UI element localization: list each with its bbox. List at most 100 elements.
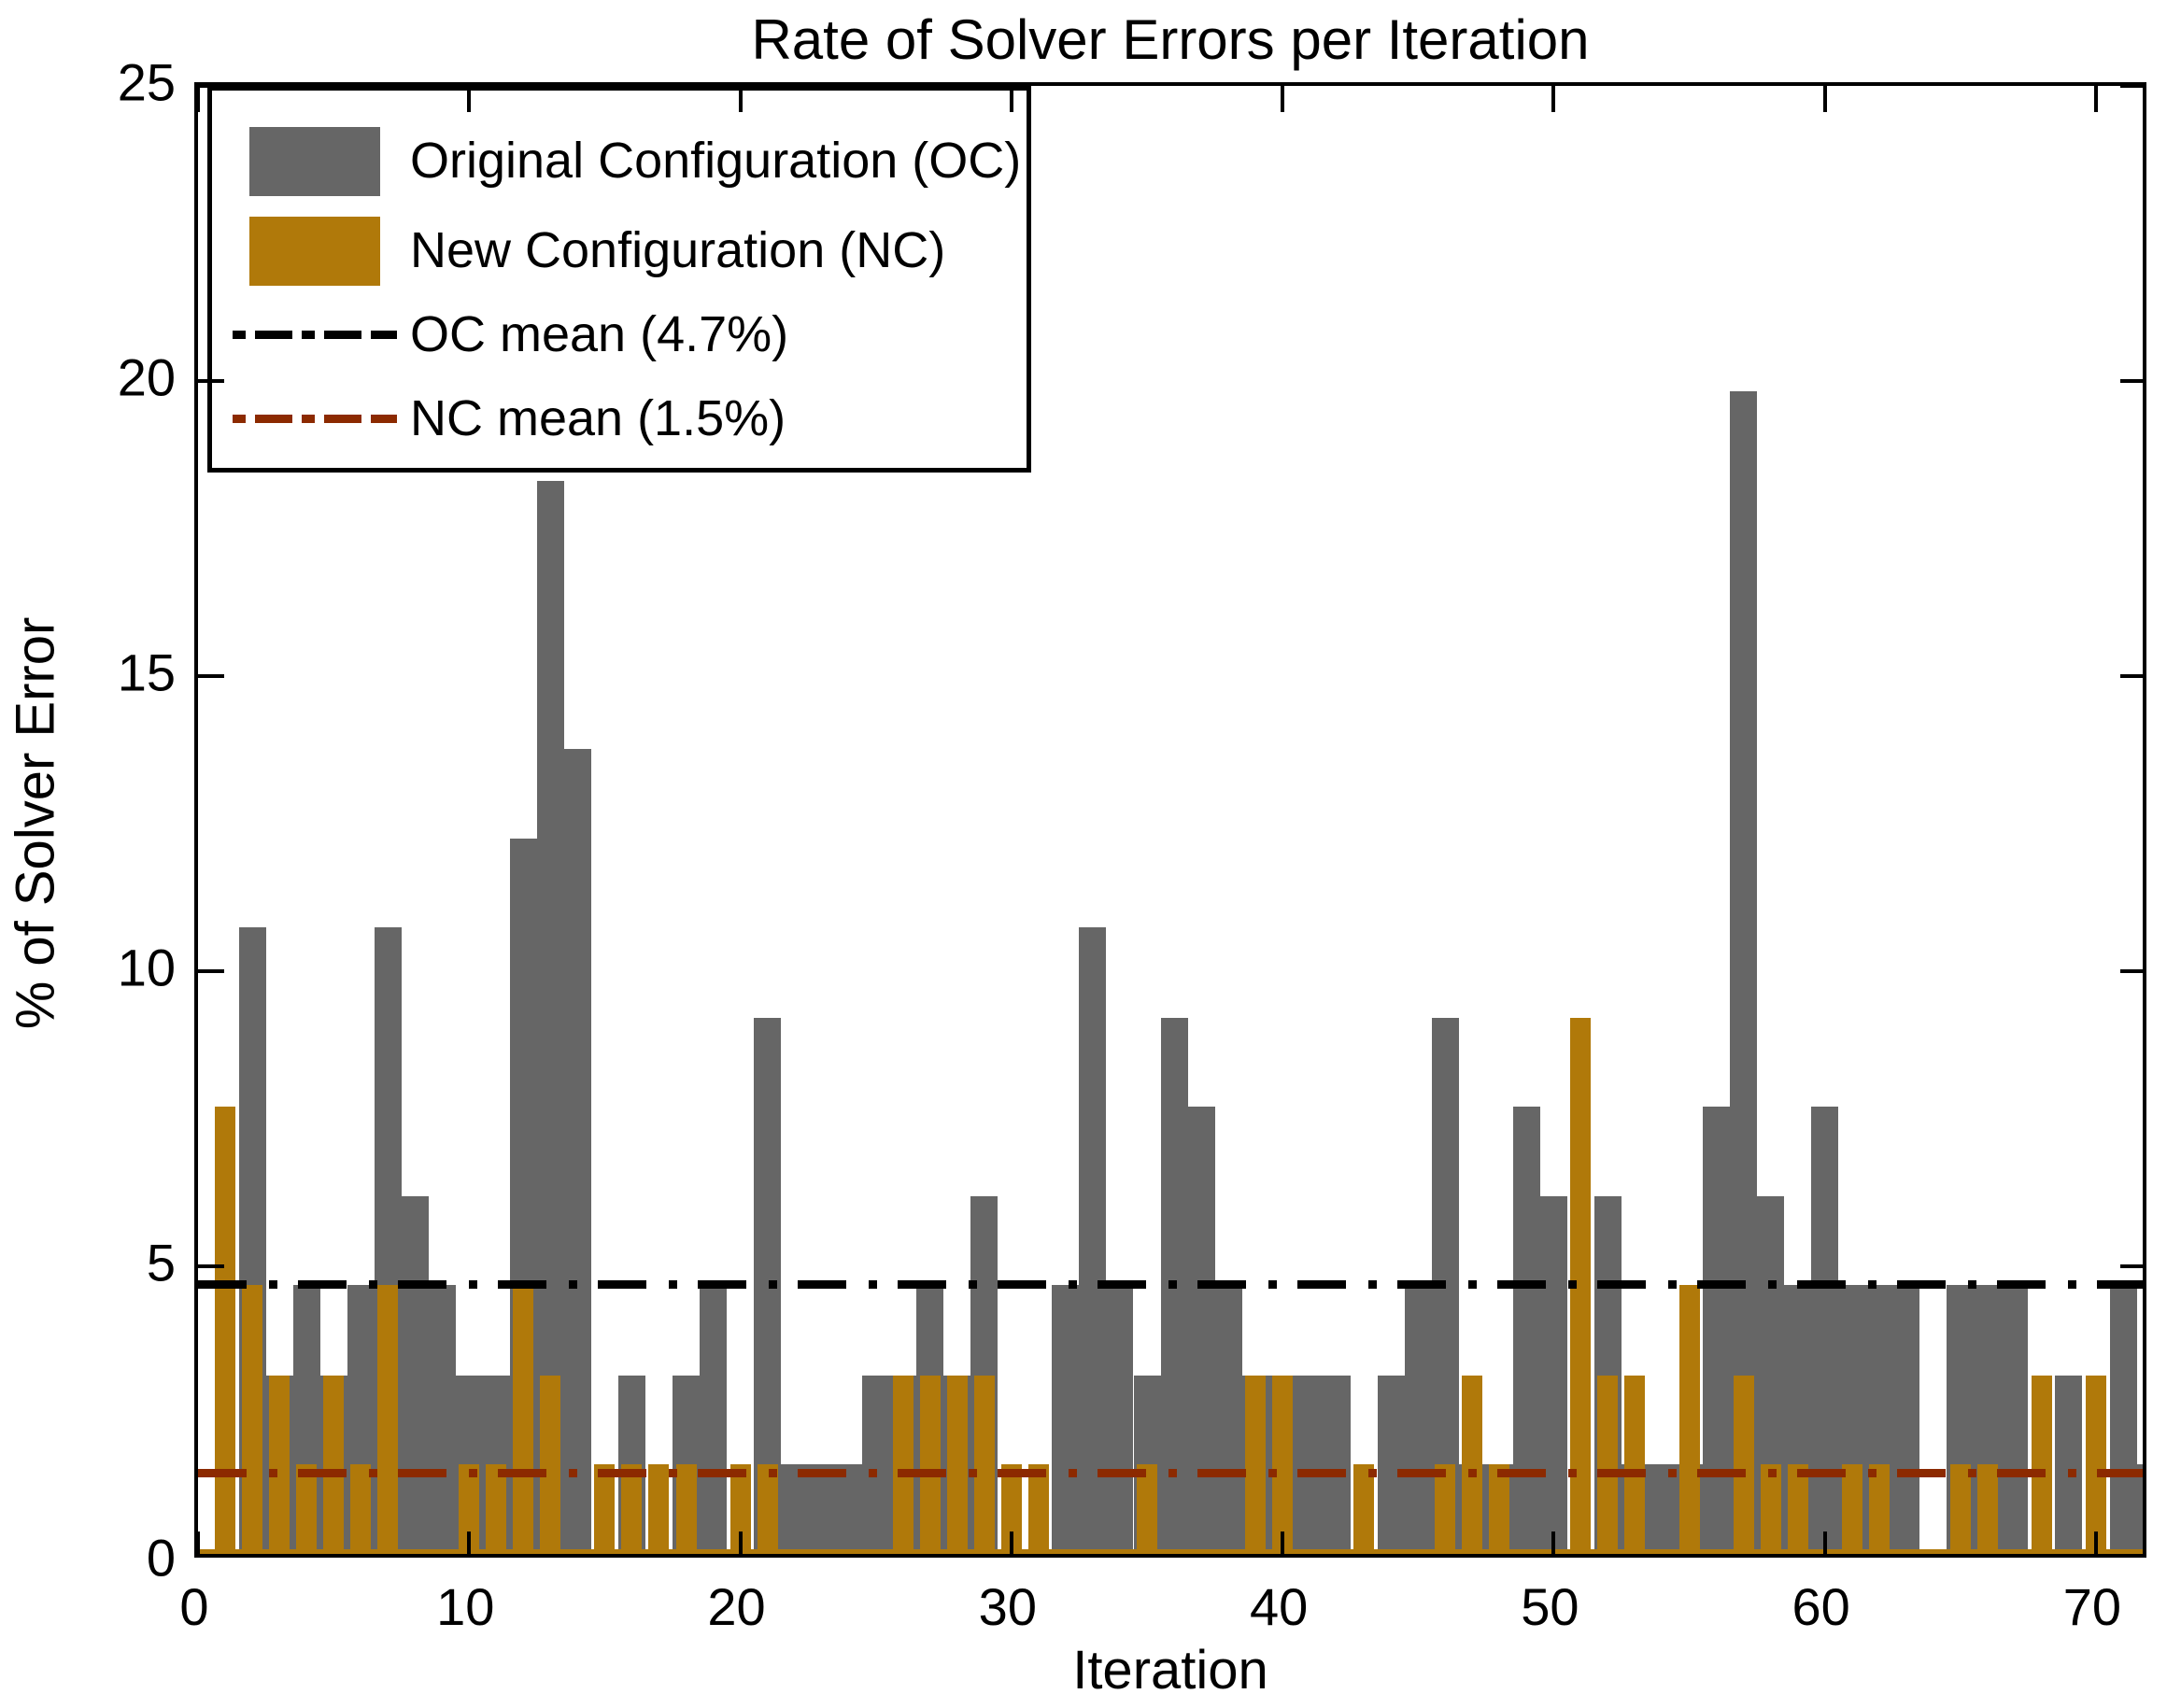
legend-label: Original Configuration (OC) (410, 133, 1022, 189)
axis-tick (198, 86, 224, 88)
nc-bar (594, 1463, 616, 1554)
nc-bar (621, 1463, 643, 1554)
oc-bar (428, 1285, 456, 1554)
y-tick-label: 5 (146, 1233, 176, 1292)
axis-tick (1281, 86, 1285, 112)
plot-area (194, 82, 2146, 1558)
legend-swatch-icon (249, 127, 380, 196)
nc-bar (648, 1463, 670, 1554)
x-axis-label: Iteration (1072, 1640, 1268, 1701)
oc-bar (1187, 1106, 1215, 1554)
oc-bar (1323, 1375, 1351, 1554)
y-tick-label: 15 (117, 642, 176, 702)
oc-bar (2001, 1285, 2029, 1554)
oc-bar (1811, 1106, 1839, 1554)
axis-tick (2120, 1264, 2143, 1268)
legend-swatch-icon (249, 217, 380, 286)
axis-tick (198, 379, 224, 383)
nc-bar (1949, 1463, 1971, 1554)
nc-bar (377, 1285, 399, 1554)
oc-bar (1892, 1285, 1920, 1554)
legend-box: Original Configuration (OC) New Configura… (207, 86, 1031, 473)
nc-bar (2085, 1375, 2106, 1554)
nc-bar (1245, 1375, 1267, 1554)
oc-mean-line (198, 1279, 2143, 1289)
nc-bar (675, 1463, 697, 1554)
oc-bar (1052, 1285, 1080, 1554)
nc-bar (1136, 1463, 1157, 1554)
oc-bar (700, 1285, 727, 1554)
nc-mean-line (198, 1468, 2143, 1477)
axis-tick (2120, 86, 2143, 88)
nc-bar (215, 1106, 236, 1554)
nc-bar (350, 1463, 372, 1554)
legend-label: New Configuration (NC) (410, 222, 946, 278)
nc-bar (1435, 1463, 1456, 1554)
nc-bar (1868, 1463, 1890, 1554)
nc-bar (486, 1463, 507, 1554)
oc-bar (1079, 927, 1107, 1554)
oc-bar (2055, 1375, 2083, 1554)
axis-tick (1822, 86, 1827, 112)
nc-bar (1272, 1375, 1294, 1554)
y-tick-label: 10 (117, 938, 176, 997)
y-tick-label: 25 (117, 52, 176, 112)
nc-bar (1733, 1375, 1754, 1554)
nc-bar (2031, 1375, 2052, 1554)
nc-bar (1000, 1463, 1022, 1554)
nc-bar (242, 1285, 263, 1554)
legend-line-sample-icon (233, 331, 401, 339)
oc-bar (2136, 1463, 2143, 1554)
oc-bar (1377, 1375, 1405, 1554)
axis-tick (1822, 1532, 1827, 1554)
oc-bar (1296, 1375, 1324, 1554)
oc-bar (1214, 1285, 1242, 1554)
legend-line-sample-icon (233, 415, 401, 423)
axis-tick (1281, 1532, 1285, 1554)
x-tick-label: 30 (978, 1577, 1037, 1636)
nc-bar (1597, 1375, 1619, 1554)
axis-tick (198, 674, 224, 678)
oc-bar (1404, 1285, 1432, 1554)
axis-tick (2120, 969, 2143, 973)
oc-bar (1730, 391, 1758, 1554)
nc-bar (1976, 1463, 1998, 1554)
axis-tick (198, 1532, 200, 1554)
nc-bar (1027, 1463, 1049, 1554)
x-tick-label: 40 (1249, 1577, 1309, 1636)
axis-tick (738, 1532, 743, 1554)
oc-bar (401, 1196, 429, 1554)
nc-bar (1841, 1463, 1862, 1554)
x-tick-label: 10 (436, 1577, 495, 1636)
axis-tick (1551, 1532, 1556, 1554)
axis-tick (738, 86, 743, 112)
nc-bar (1489, 1463, 1510, 1554)
nc-bar (1353, 1463, 1375, 1554)
legend-label: OC mean (4.7%) (410, 306, 789, 362)
axis-tick (2120, 379, 2143, 383)
nc-bar (729, 1463, 751, 1554)
nc-bar (1624, 1375, 1646, 1554)
nc-bar (892, 1375, 913, 1554)
oc-bar (781, 1463, 809, 1554)
axis-tick (2093, 86, 2098, 112)
oc-bar (835, 1463, 863, 1554)
axis-tick (467, 86, 472, 112)
oc-bar (862, 1375, 890, 1554)
nc-bar (1678, 1285, 1700, 1554)
nc-bar (296, 1463, 318, 1554)
nc-bar (1462, 1375, 1483, 1554)
nc-bar (757, 1463, 778, 1554)
nc-bar (269, 1375, 290, 1554)
x-tick-label: 50 (1521, 1577, 1579, 1636)
oc-bar (1539, 1196, 1567, 1554)
axis-tick (1551, 86, 1556, 112)
oc-bar (808, 1463, 836, 1554)
axis-tick (1009, 86, 1013, 112)
oc-bar (2109, 1285, 2137, 1554)
axis-tick (198, 969, 224, 973)
oc-bar (1106, 1285, 1134, 1554)
axis-tick (198, 86, 200, 112)
oc-bar (1703, 1106, 1730, 1554)
